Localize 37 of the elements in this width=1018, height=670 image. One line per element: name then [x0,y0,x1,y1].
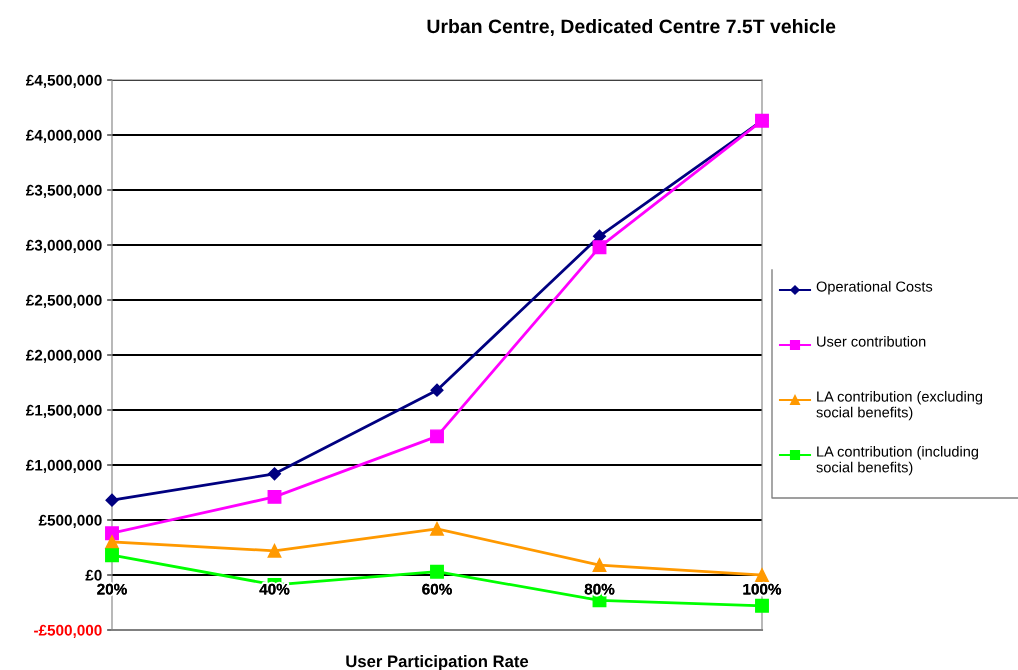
point [592,240,607,255]
chart-title: Urban Centre, Dedicated Centre 7.5T vehicle [427,18,836,37]
point [755,598,769,613]
y-tick-label: £0 [85,569,102,581]
point [105,548,119,563]
x-axis-title: User Participation Rate [346,655,529,670]
y-tick-label: -£500,000 [34,624,102,638]
point [267,543,282,558]
legend-label: LA contribution (excluding social benefits) [816,391,983,421]
x-tick-label: 20% [97,583,127,595]
y-tick-label: £4,500,000 [25,74,102,88]
point [430,564,444,579]
x-tick-label: 40% [259,583,290,595]
y-tick-label: £500,000 [38,514,102,528]
point [267,467,282,481]
x-tick-label: 80% [584,583,615,595]
legend-label: Operational Costs [816,281,933,295]
y-tick-label: £1,500,000 [25,404,102,418]
y-tick-label: £3,000,000 [25,239,102,253]
point [430,429,444,444]
point [105,535,119,549]
y-tick-label: £2,500,000 [25,294,102,308]
y-tick-label: £3,500,000 [25,184,102,198]
point [592,229,607,243]
y-tick-label: £2,000,000 [25,349,102,363]
point [430,383,444,397]
y-tick-label: £1,000,000 [25,459,102,473]
y-tick-label: £4,000,000 [25,129,102,143]
point [430,521,444,536]
point [592,558,607,573]
legend-label: User contribution [817,336,926,347]
point [755,568,769,582]
legend-label: LA contribution (including social benefits) [816,446,979,476]
point [105,493,119,507]
point [267,489,282,504]
x-tick-label: 60% [422,583,452,595]
x-tick-label: 100% [743,583,782,595]
